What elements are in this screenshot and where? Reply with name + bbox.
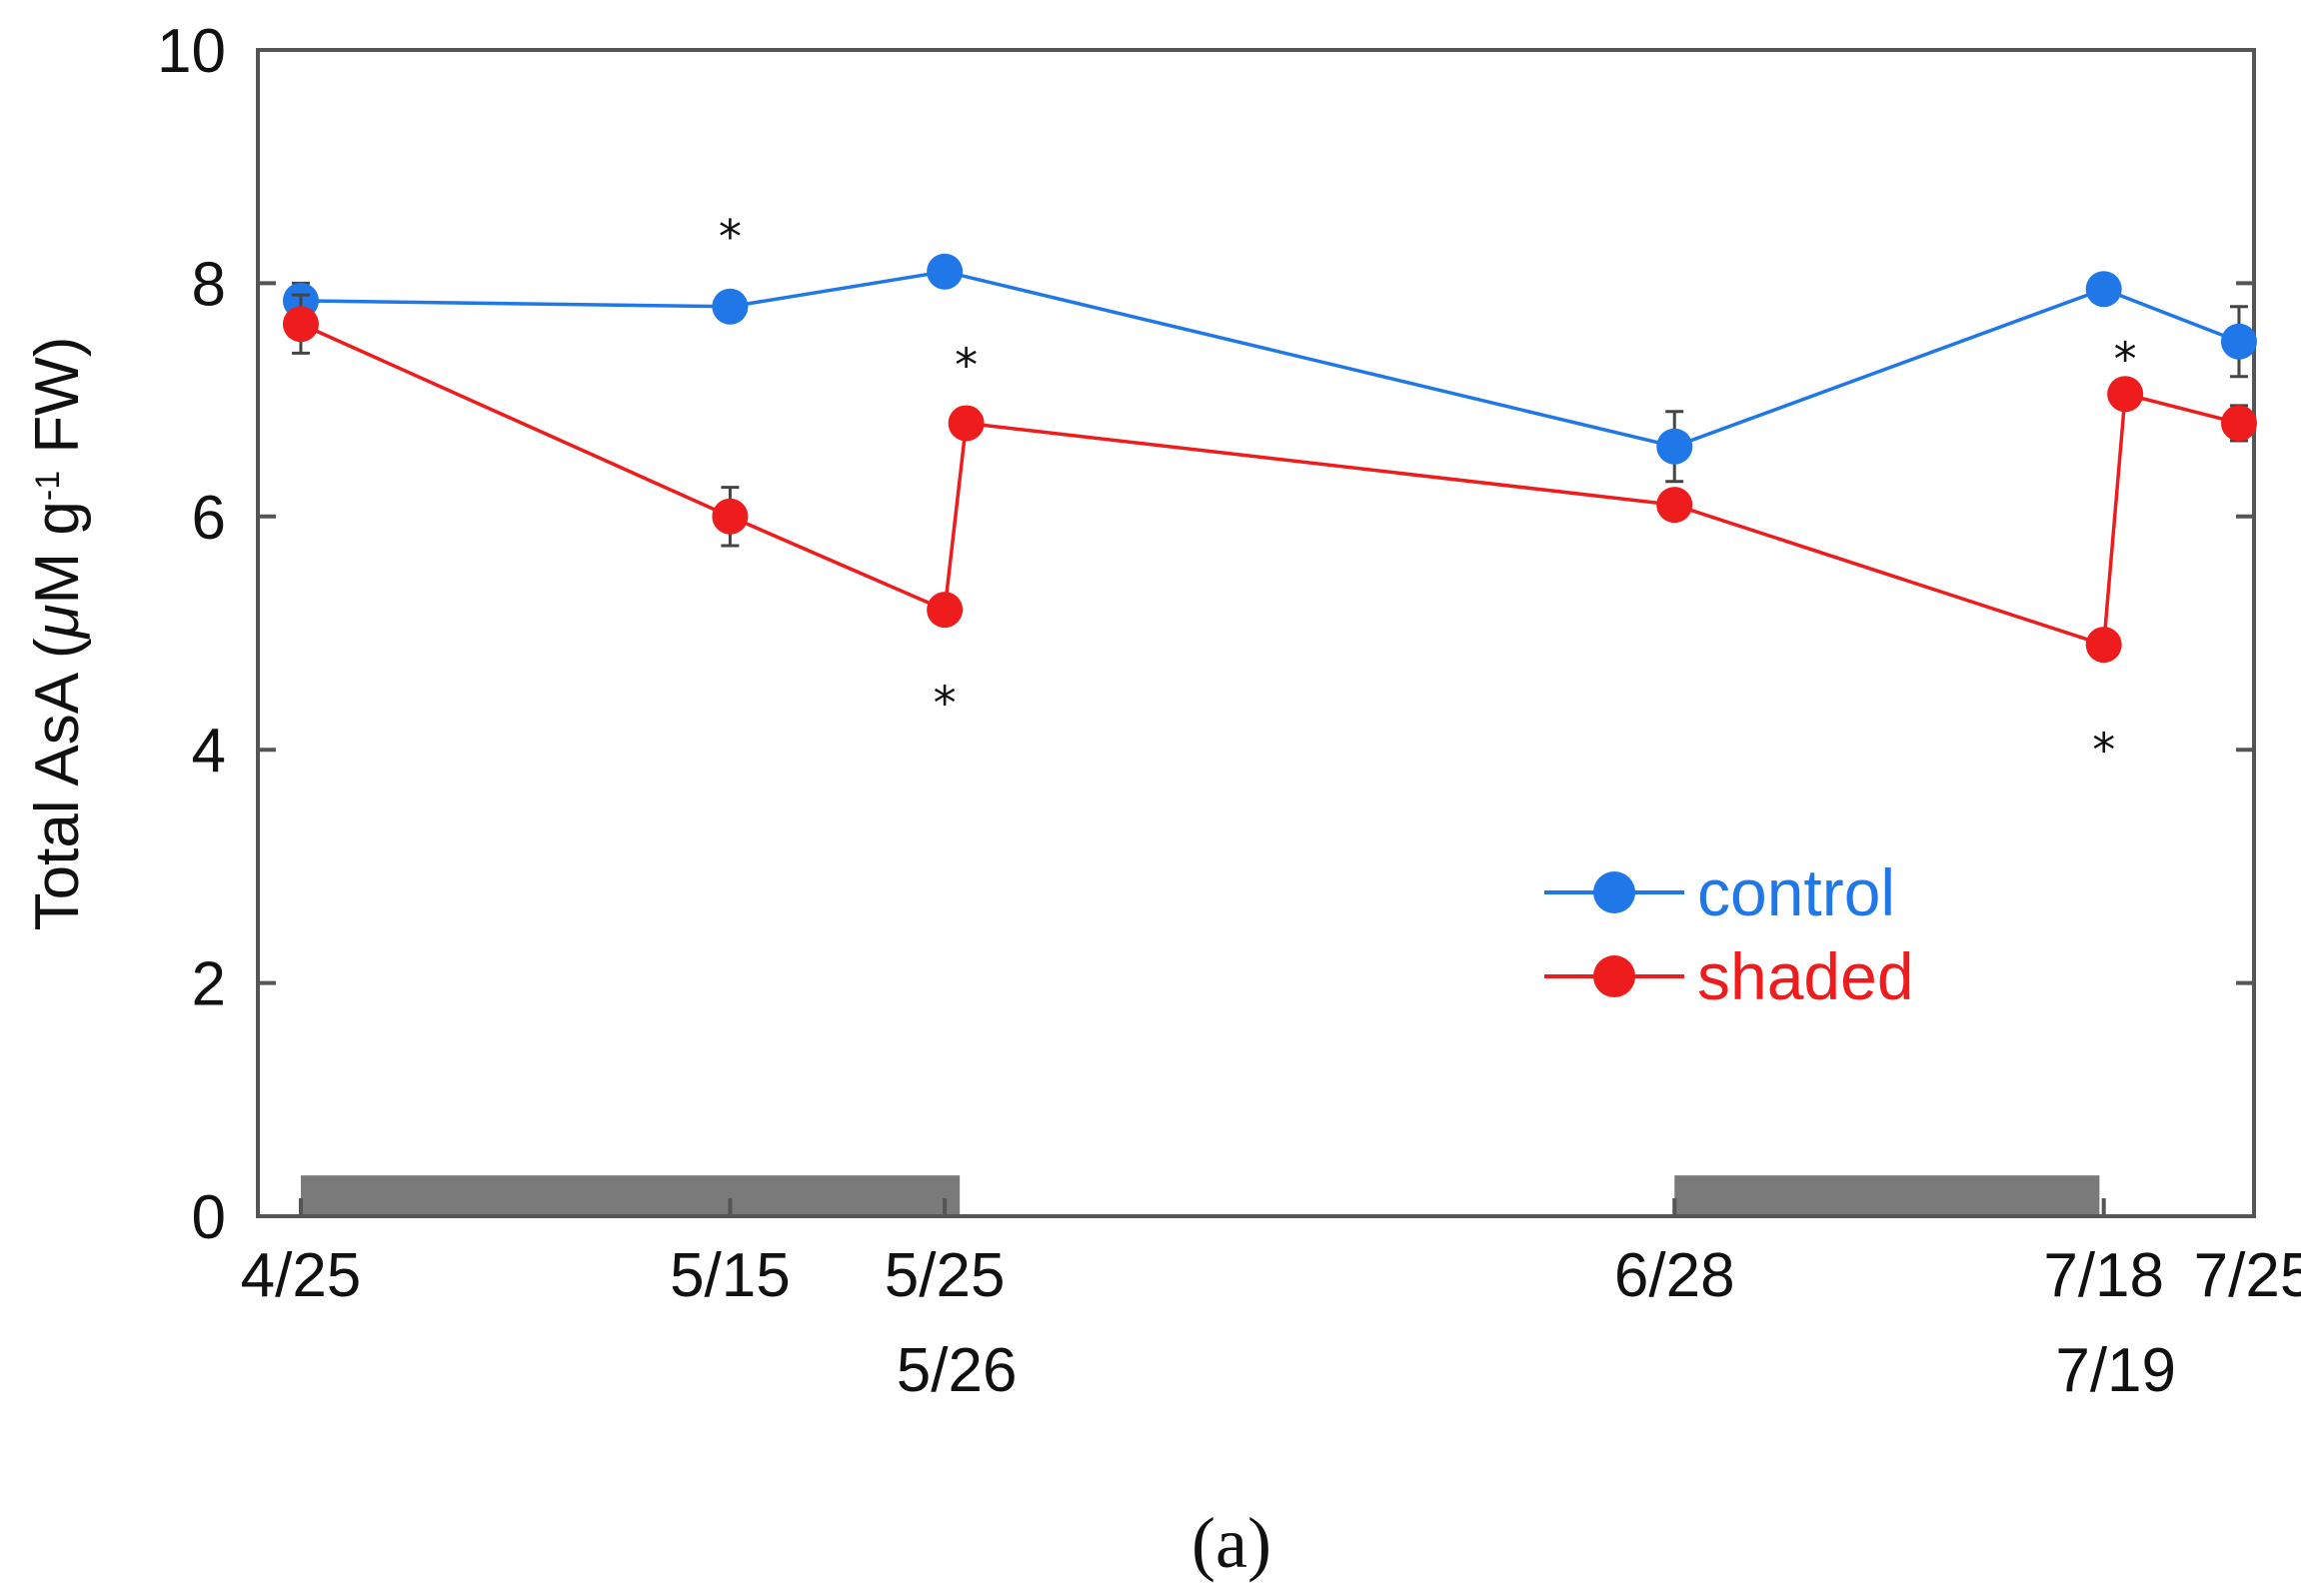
data-point-shaded-5: [2085, 627, 2122, 664]
x-tick-label-2: 5/25: [885, 1241, 1006, 1310]
series-line-control: [300, 269, 2240, 449]
significance-marks: * * * * *: [719, 210, 2137, 777]
shading-period-bar-0: [300, 1175, 961, 1216]
data-point-control-1: [712, 288, 749, 325]
x-tick-label-4: 7/18: [2043, 1241, 2164, 1310]
legend-shaded-marker: [1593, 955, 1635, 997]
data-point-control-2: [927, 253, 964, 290]
shading-periods: [300, 1175, 2100, 1216]
plot-frame: [256, 48, 2256, 1218]
data-point-control-3: [1656, 428, 1693, 465]
data-point-control-4: [2085, 271, 2122, 308]
axes: 0 2 4 6 8 10 4/25 5/15 5/25 5/26 6/28 7/18 7/19 7/25: [157, 17, 2301, 1405]
shading-period-bar-1: [1674, 1175, 2100, 1216]
data-point-shaded-1: [712, 498, 749, 535]
data-point-shaded-4: [1656, 487, 1693, 524]
y-tick-label-1: 2: [192, 950, 226, 1019]
data-point-shaded-0: [282, 306, 319, 343]
x-tick-label-5: 7/25: [2194, 1241, 2301, 1310]
legend-control-marker: [1593, 871, 1635, 913]
x-tick-label-1: 5/15: [670, 1241, 791, 1310]
x-tick-label-second-2: 5/26: [897, 1336, 1018, 1405]
x-tick-label-second-4: 7/19: [2055, 1336, 2176, 1405]
significance-mark-2: *: [934, 677, 957, 731]
series-shaded: [282, 293, 2257, 664]
data-series: [282, 253, 2257, 664]
legend: control shaded: [1544, 855, 1914, 1013]
significance-mark-1: *: [955, 338, 978, 392]
series-control: [282, 253, 2257, 484]
significance-mark-3: *: [2114, 332, 2137, 386]
x-tick-label-0: 4/25: [241, 1241, 362, 1310]
data-point-shaded-2: [927, 592, 964, 629]
y-axis-label: Total AsA (μM g-1 FW): [23, 337, 92, 931]
legend-shaded-label: shaded: [1697, 939, 1914, 1013]
data-point-shaded-3: [948, 405, 985, 442]
y-tick-label-0: 0: [192, 1183, 226, 1252]
y-tick-label-4: 8: [192, 250, 226, 319]
x-tick-label-3: 6/28: [1614, 1241, 1735, 1310]
data-point-shaded-6: [2107, 376, 2144, 413]
y-tick-label-5: 10: [157, 17, 226, 86]
y-tick-label-2: 4: [192, 717, 226, 786]
y-tick-label-3: 6: [192, 484, 226, 553]
significance-mark-4: *: [2092, 723, 2115, 777]
series-line-shaded: [300, 322, 2240, 648]
data-point-control-5: [2220, 323, 2257, 360]
legend-control-label: control: [1697, 855, 1895, 929]
data-point-shaded-7: [2220, 405, 2257, 442]
significance-mark-0: *: [719, 210, 742, 264]
panel-caption: (a): [1191, 1503, 1271, 1583]
